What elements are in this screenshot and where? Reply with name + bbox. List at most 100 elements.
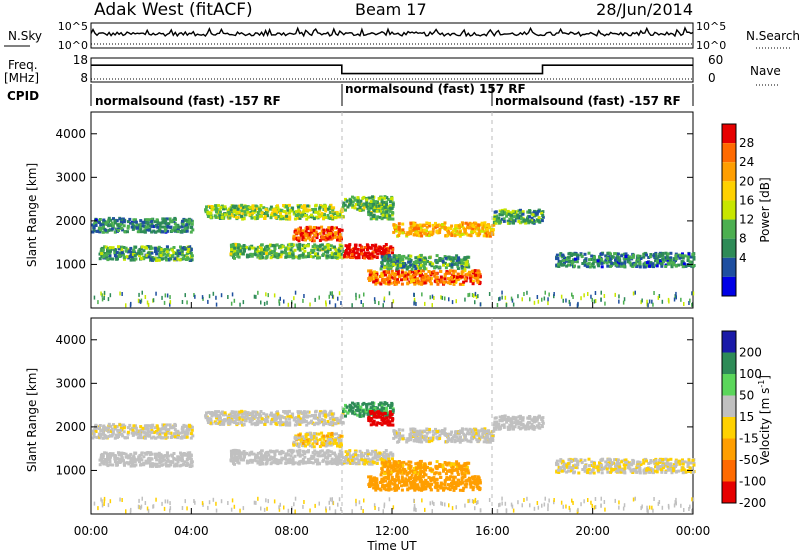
power-cell	[381, 247, 384, 251]
power-cell	[498, 213, 502, 216]
power-cell	[293, 210, 297, 214]
power-cell	[279, 208, 283, 212]
power-cell	[366, 244, 370, 248]
power-cell	[294, 303, 296, 308]
power-cell	[267, 247, 271, 251]
power-cell	[616, 256, 620, 260]
power-cell	[652, 265, 655, 269]
power-cell	[373, 248, 377, 252]
power-cell	[406, 265, 410, 269]
power-cell	[276, 256, 280, 260]
power-cell	[600, 297, 602, 302]
power-cell	[294, 231, 298, 235]
velocity-cell	[321, 453, 325, 457]
velocity-cell	[268, 413, 272, 417]
power-cell	[379, 282, 383, 286]
velocity-cell	[330, 462, 334, 466]
power-cell	[164, 219, 168, 223]
power-cell	[668, 258, 672, 262]
power-cell	[438, 227, 442, 231]
velocity-cell	[241, 418, 245, 422]
power-cell	[501, 290, 503, 295]
velocity-cell	[288, 423, 292, 427]
power-cell	[309, 228, 313, 232]
power-cell	[433, 266, 437, 270]
power-cell	[351, 303, 353, 308]
power-cell	[661, 257, 665, 261]
power-cell	[380, 265, 384, 269]
velocity-cell	[118, 423, 122, 427]
power-cell	[561, 253, 565, 257]
power-cell	[291, 250, 295, 254]
velocity-cell	[115, 463, 119, 467]
power-cell	[353, 251, 357, 255]
power-cell	[313, 246, 317, 250]
power-cell	[441, 223, 444, 226]
velocity-cell	[150, 425, 154, 429]
velocity-cell	[335, 432, 338, 436]
power-cell	[264, 208, 268, 211]
power-cell	[175, 257, 179, 261]
cpid-segment-1: normalsound (fast) -157 RF	[95, 94, 281, 108]
power-cell	[367, 256, 371, 260]
velocity-cell	[294, 442, 297, 446]
power-cell	[321, 205, 325, 209]
power-cell	[311, 239, 314, 243]
power-cell	[450, 277, 454, 281]
power-cell	[431, 303, 433, 308]
power-cell	[278, 299, 280, 304]
power-cell	[334, 232, 337, 236]
power-cell	[219, 206, 223, 209]
power-cell	[373, 244, 377, 248]
power-cell	[640, 300, 642, 305]
power-cell	[417, 270, 420, 273]
velocity-cell	[139, 425, 143, 429]
power-cell	[209, 213, 213, 217]
velocity-cell	[327, 438, 331, 441]
power-cell	[169, 302, 171, 307]
velocity-cell	[181, 452, 185, 456]
power-cell	[183, 254, 187, 258]
power-cell	[99, 250, 103, 254]
velocity-cell	[306, 410, 310, 414]
power-cell	[377, 209, 381, 213]
velocity-cell	[259, 410, 263, 413]
velocity-cell	[183, 433, 187, 437]
power-cell	[358, 208, 362, 212]
velocity-cell	[269, 419, 273, 423]
power-cell	[94, 218, 98, 222]
power-cell	[411, 274, 415, 277]
power-cell	[329, 291, 332, 296]
power-cell	[399, 255, 403, 259]
velocity-cell	[297, 411, 300, 415]
freq-label-line1: Freq.	[8, 58, 38, 72]
power-cell	[97, 300, 99, 305]
power-cell	[447, 255, 451, 259]
power-cell	[339, 228, 343, 232]
power-cell	[177, 225, 181, 229]
power-cell	[541, 297, 543, 302]
power-cell	[125, 303, 127, 308]
power-cell	[661, 251, 665, 255]
velocity-cell	[187, 428, 191, 432]
power-cell	[294, 210, 298, 214]
power-cell	[301, 247, 305, 251]
power-cell	[452, 282, 456, 286]
power-cell	[555, 263, 559, 267]
power-cell	[308, 238, 312, 242]
power-cell	[305, 217, 309, 221]
velocity-cell	[104, 451, 108, 455]
velocity-cell	[228, 422, 232, 426]
power-cell	[378, 301, 380, 306]
velocity-cell	[359, 455, 363, 459]
power-cell	[460, 275, 464, 279]
velocity-cell	[360, 452, 364, 456]
power-cell	[103, 252, 107, 255]
power-cell	[429, 273, 433, 277]
velocity-cell	[464, 427, 468, 431]
power-cell	[323, 204, 327, 208]
power-cell	[392, 280, 396, 284]
power-ylabel: Slant Range [km]	[25, 163, 39, 267]
velocity-cell	[375, 462, 379, 465]
power-cell	[346, 205, 350, 209]
